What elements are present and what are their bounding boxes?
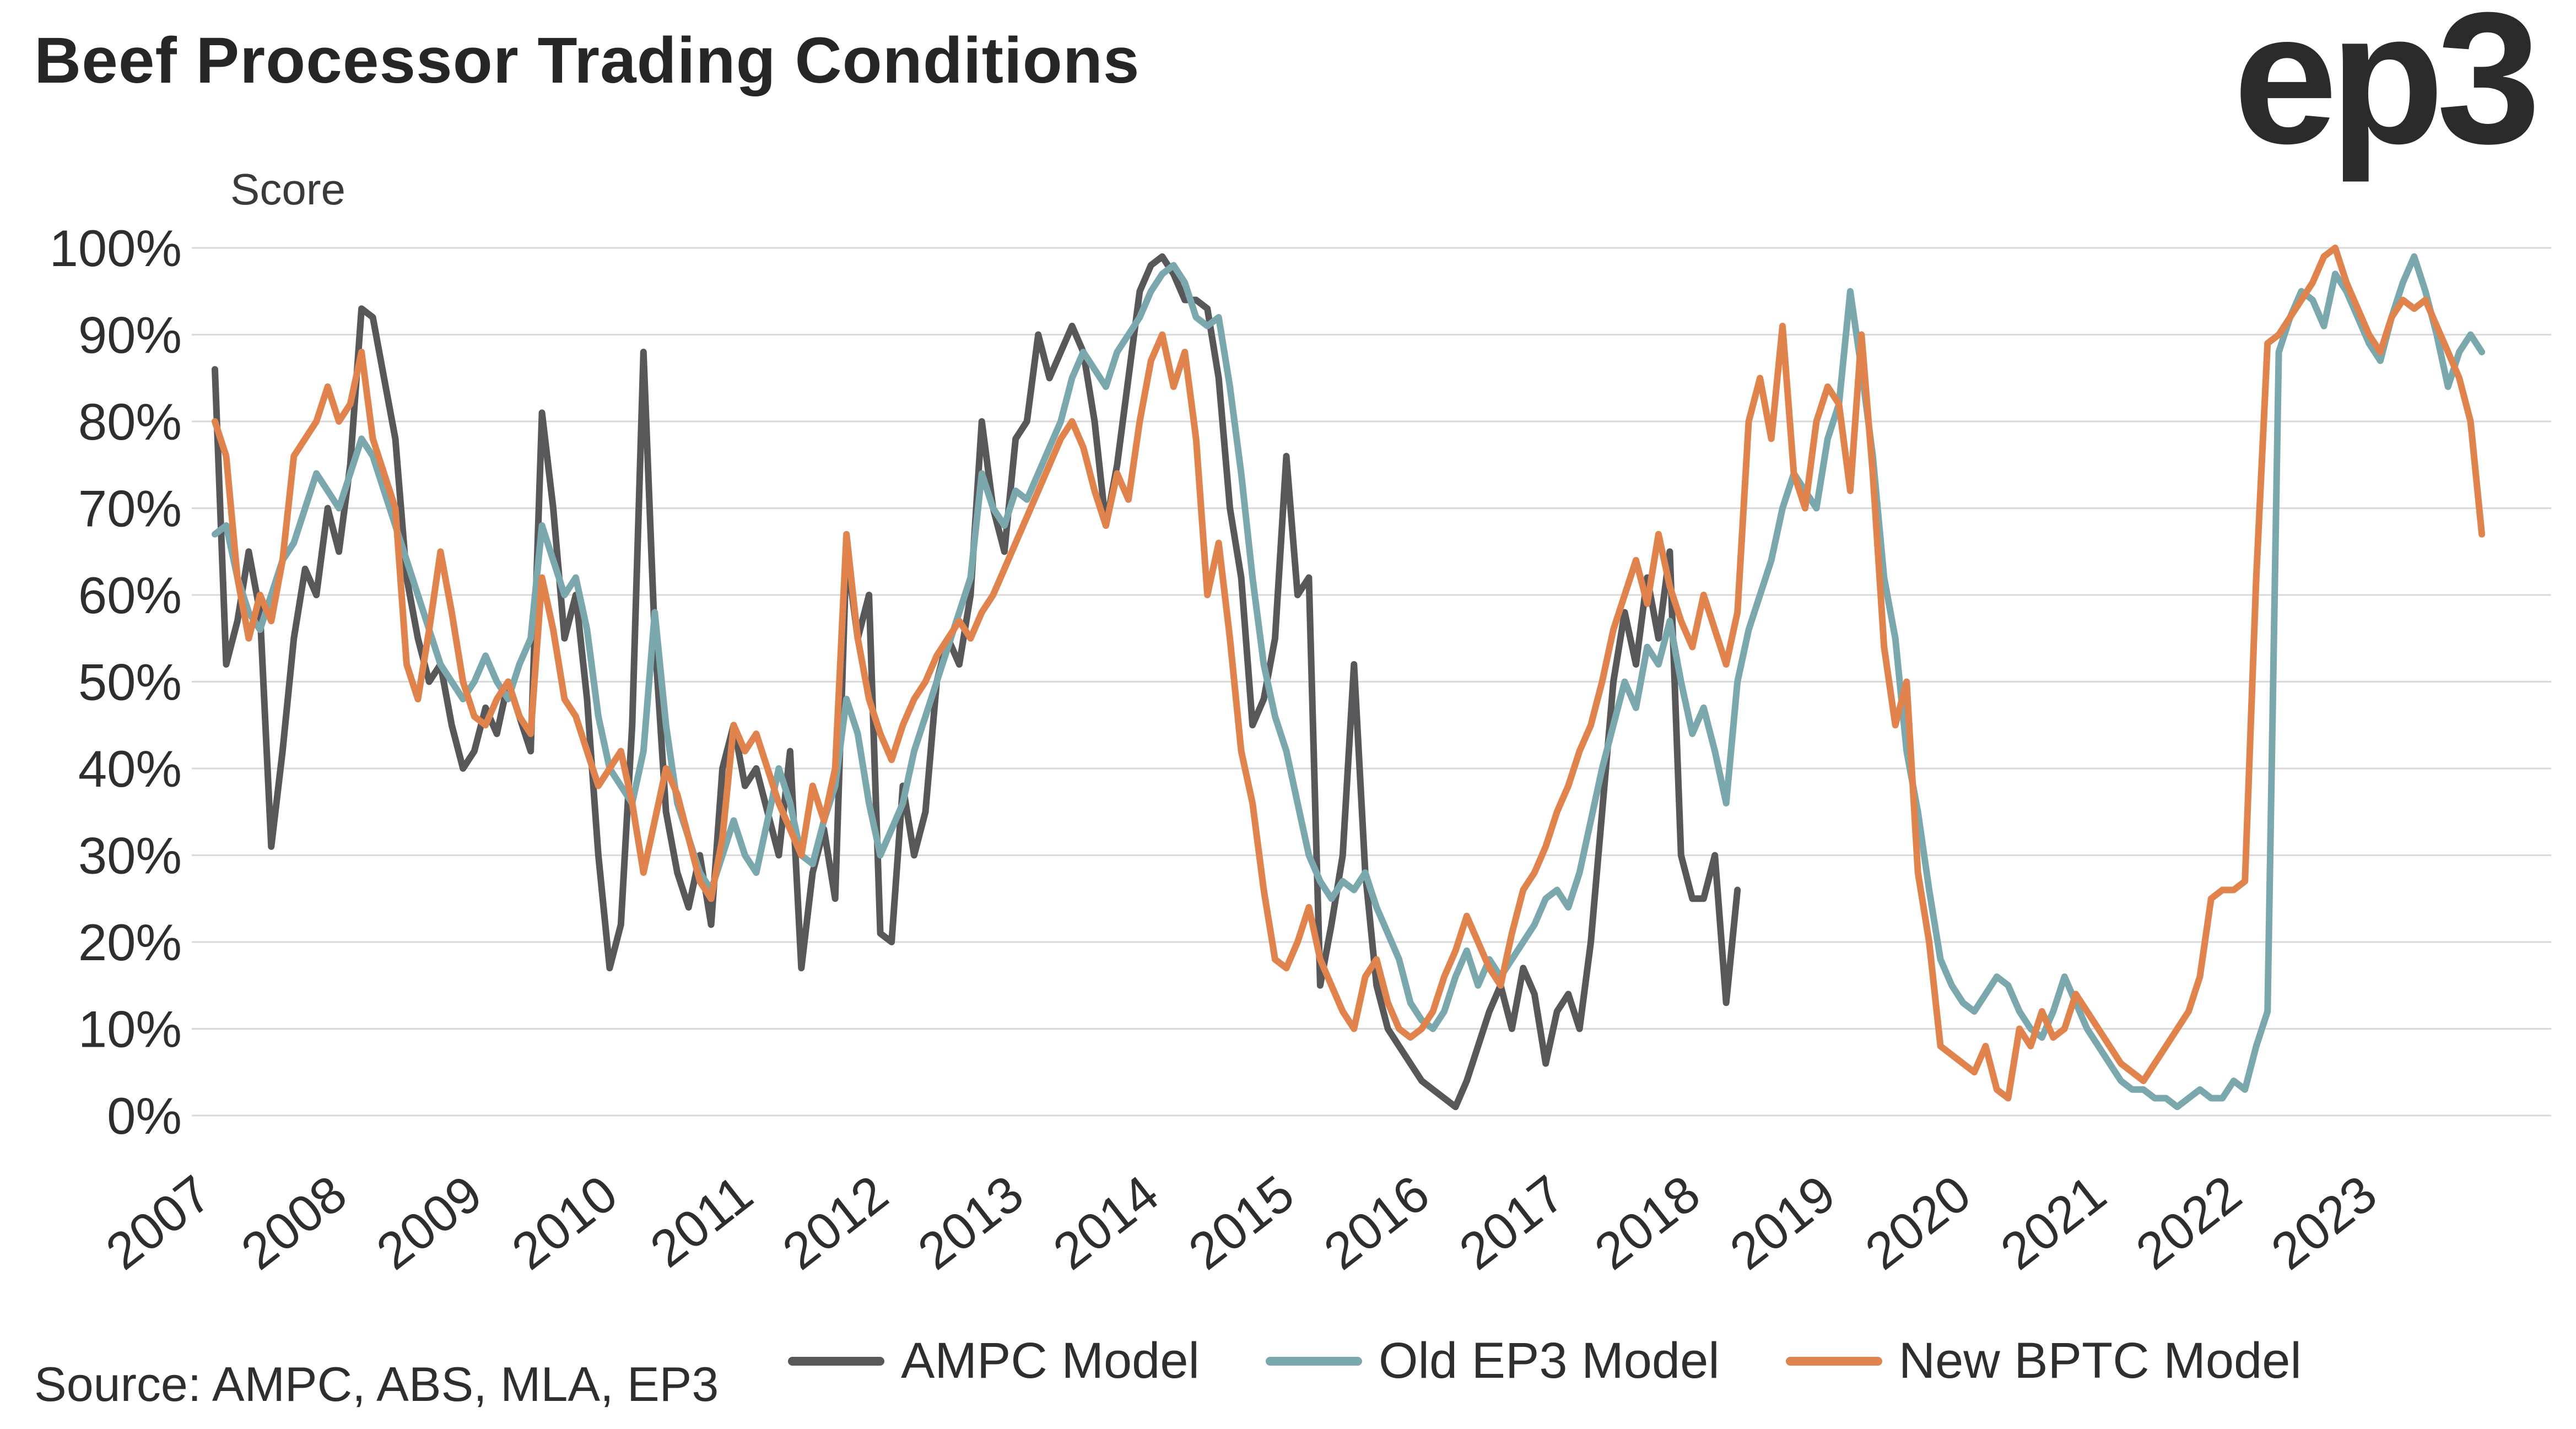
legend-item-ampc: AMPC Model — [788, 1332, 1200, 1390]
legend-label-ampc: AMPC Model — [901, 1333, 1200, 1389]
y-tick-label: 70% — [78, 480, 182, 538]
x-tick-label: 2013 — [908, 1164, 1034, 1280]
y-tick-label: 100% — [50, 219, 182, 277]
legend: AMPC Model Old EP3 Model New BPTC Model — [788, 1332, 2302, 1390]
x-tick-label: 2010 — [501, 1164, 628, 1280]
x-tick-label: 2020 — [1855, 1164, 1981, 1280]
x-tick-label: 2007 — [95, 1164, 222, 1280]
x-tick-label: 2022 — [2125, 1164, 2251, 1280]
y-axis-title: Score — [230, 165, 345, 214]
ep3-logo: ep3 — [2233, 0, 2541, 183]
x-tick-label: 2018 — [1584, 1164, 1710, 1280]
legend-swatch-ampc — [788, 1356, 884, 1366]
x-tick-label: 2008 — [230, 1164, 357, 1280]
legend-item-new-bptc: New BPTC Model — [1785, 1332, 2302, 1390]
y-tick-label: 20% — [78, 913, 182, 971]
legend-item-old-ep3: Old EP3 Model — [1265, 1332, 1720, 1390]
x-tick-label: 2021 — [1990, 1164, 2116, 1280]
y-tick-label: 10% — [78, 1000, 182, 1058]
chart-title: Beef Processor Trading Conditions — [34, 24, 1140, 97]
legend-label-old-ep3: Old EP3 Model — [1378, 1333, 1720, 1389]
x-tick-label: 2017 — [1449, 1164, 1575, 1280]
legend-label-new-bptc: New BPTC Model — [1898, 1333, 2302, 1389]
source-note: Source: AMPC, ABS, MLA, EP3 — [34, 1357, 719, 1411]
series-line-new_bptc — [212, 245, 2486, 1102]
x-tick-label: 2014 — [1043, 1164, 1169, 1280]
y-tick-label: 60% — [78, 566, 182, 624]
x-tick-label: 2023 — [2261, 1164, 2387, 1280]
y-tick-label: 0% — [107, 1087, 182, 1145]
y-tick-label: 90% — [78, 306, 182, 364]
y-tick-label: 50% — [78, 653, 182, 711]
y-tick-label: 40% — [78, 740, 182, 798]
x-tick-label: 2016 — [1313, 1164, 1439, 1280]
y-tick-label: 30% — [78, 827, 182, 885]
x-tick-label: 2015 — [1178, 1164, 1304, 1280]
y-tick-label: 80% — [78, 393, 182, 451]
x-tick-label: 2012 — [772, 1164, 898, 1280]
legend-swatch-new-bptc — [1785, 1356, 1882, 1366]
x-tick-label: 2011 — [640, 1164, 763, 1278]
series-line-old_ep3 — [212, 253, 2486, 1111]
x-tick-label: 2019 — [1719, 1164, 1845, 1280]
legend-swatch-old-ep3 — [1265, 1356, 1362, 1366]
x-tick-label: 2009 — [366, 1164, 492, 1280]
